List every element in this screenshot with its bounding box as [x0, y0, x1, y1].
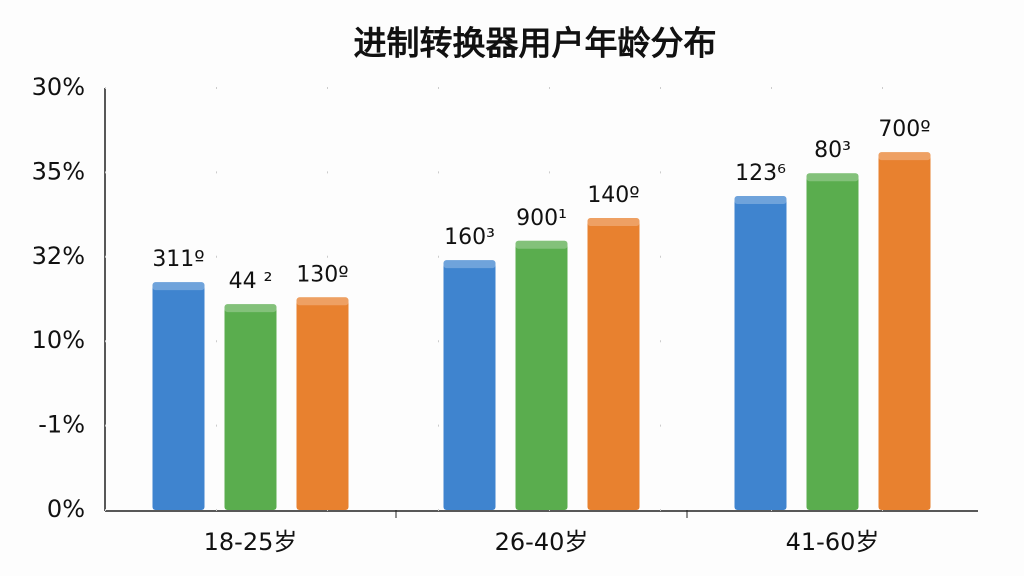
bar: [296, 297, 349, 510]
x-tick-label: 18-25岁: [204, 528, 298, 556]
chart-title: 进制转换器用户年龄分布: [354, 24, 717, 63]
bar-highlight: [152, 282, 205, 291]
bar: [443, 260, 496, 510]
bar-highlight: [443, 260, 496, 269]
y-tick-label: 0%: [47, 495, 85, 523]
bar-label: 80³: [814, 138, 851, 163]
bar-label: 123⁶: [735, 161, 786, 186]
bar: [587, 217, 640, 510]
bar: [734, 196, 787, 511]
y-tick-label: 10%: [32, 326, 85, 354]
bar: [224, 304, 277, 510]
bar: [515, 240, 568, 510]
y-tick-label: -1%: [38, 411, 85, 439]
bar: [152, 282, 205, 510]
bar: [878, 152, 931, 511]
bar-highlight: [296, 297, 349, 306]
bar-label: 44 ²: [229, 269, 273, 294]
bar-label: 700º: [878, 117, 930, 142]
bar-highlight: [734, 196, 787, 205]
bar-label: 160³: [444, 225, 495, 250]
bar-label: 130º: [296, 262, 348, 287]
bar-label: 900¹: [516, 206, 567, 231]
bar-label: 311º: [152, 247, 204, 272]
y-tick-label: 35%: [32, 157, 85, 185]
x-tick-label: 26-40岁: [495, 528, 589, 556]
y-tick-label: 30%: [32, 73, 85, 101]
bar-highlight: [878, 152, 931, 161]
bar-highlight: [515, 240, 568, 249]
bar-highlight: [587, 217, 640, 226]
x-tick-label: 41-60岁: [786, 528, 880, 556]
bar-label: 140º: [587, 183, 639, 208]
y-tick-label: 32%: [32, 242, 85, 270]
bar: [806, 173, 859, 510]
bar-highlight: [224, 304, 277, 313]
bar-highlight: [806, 173, 859, 182]
